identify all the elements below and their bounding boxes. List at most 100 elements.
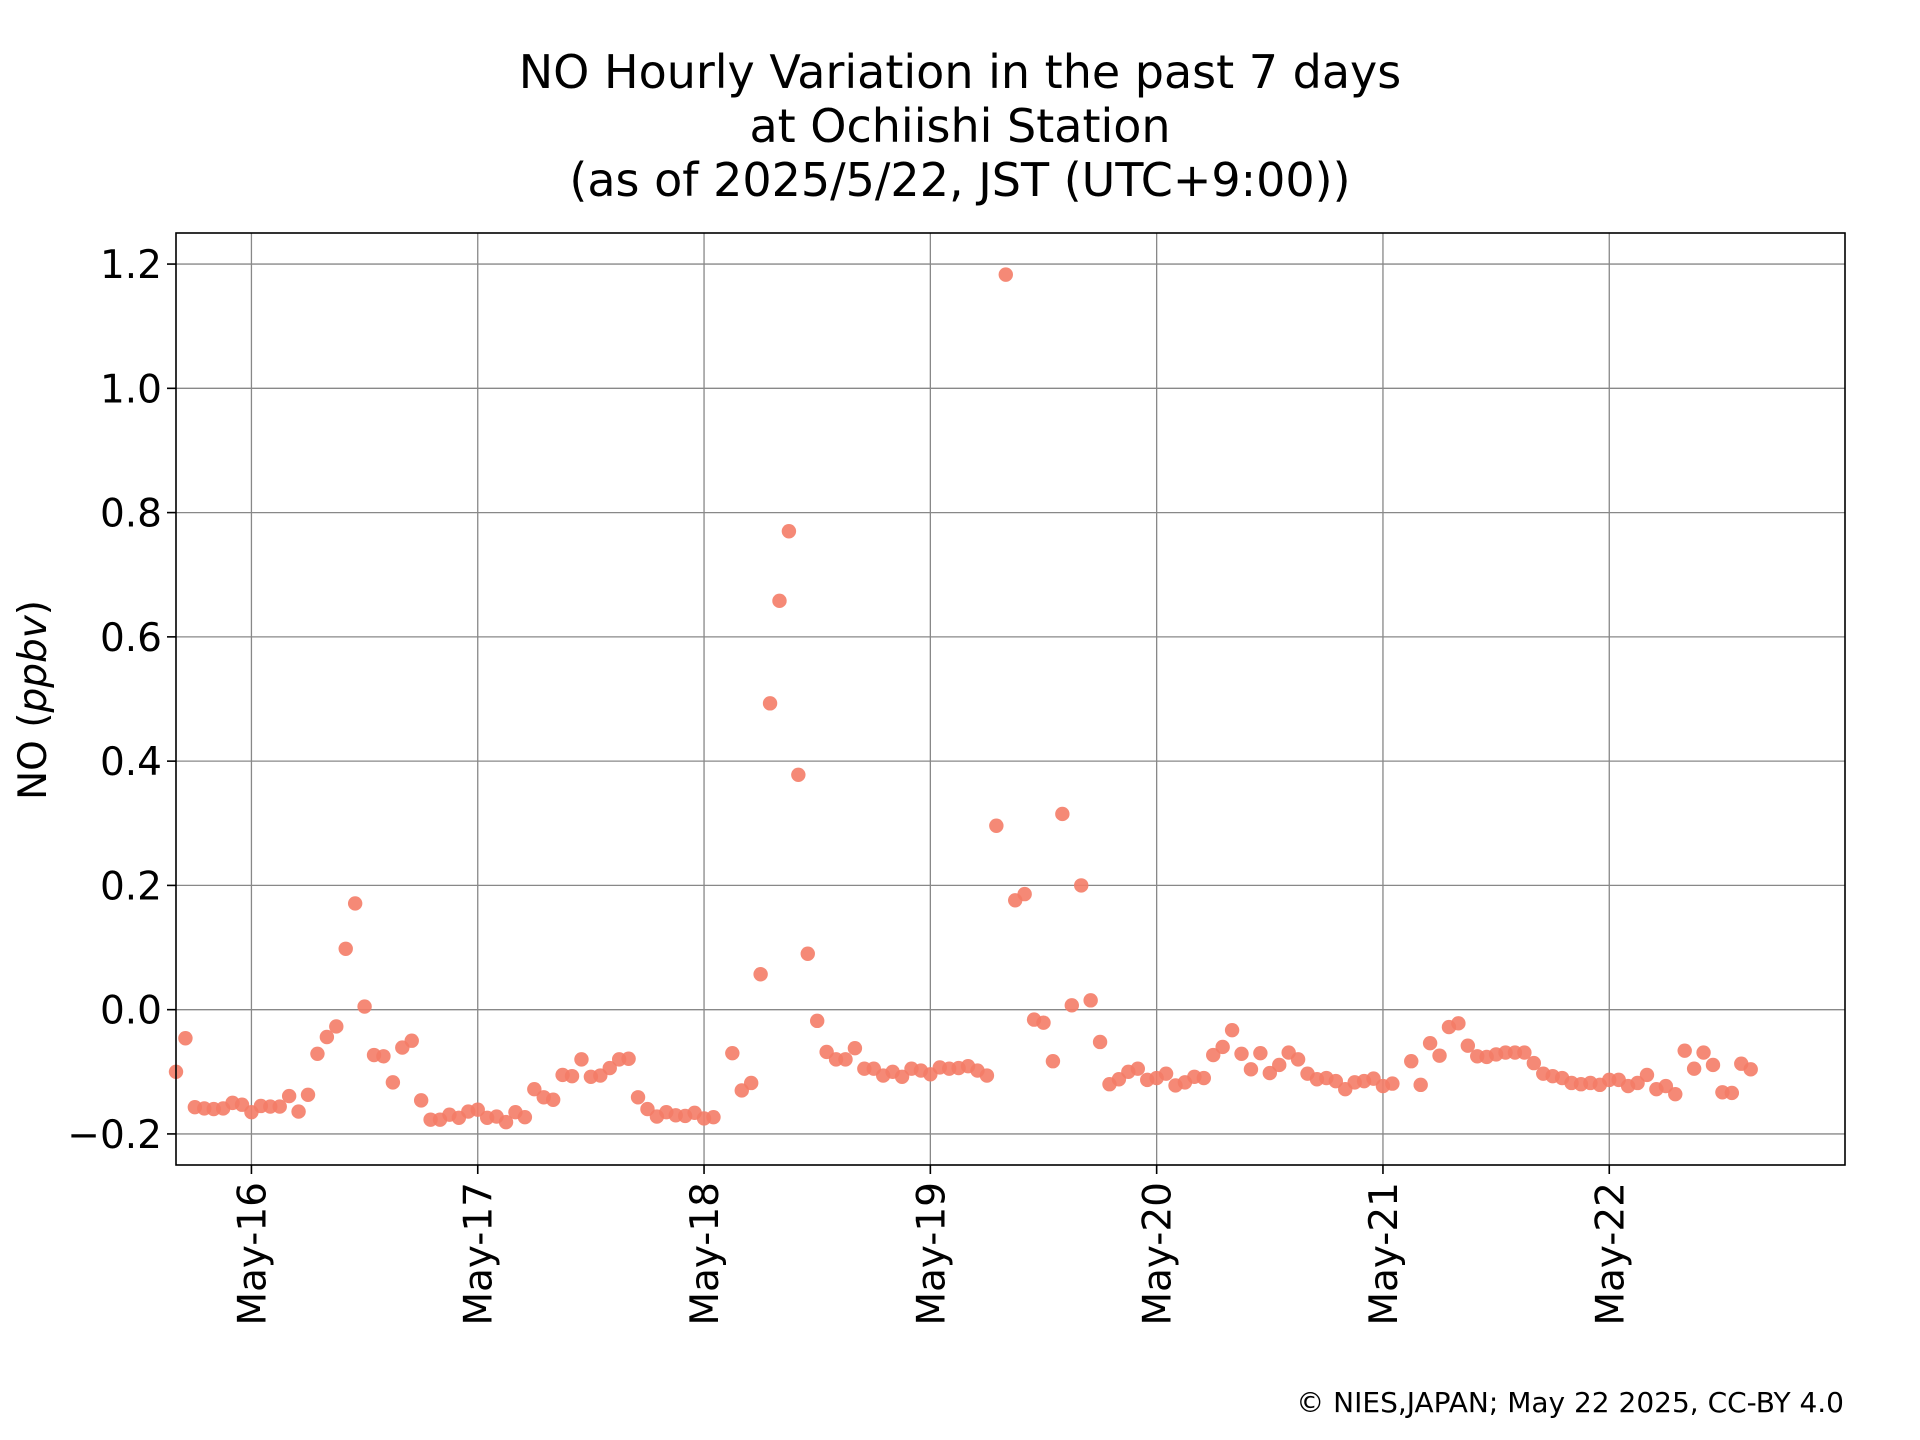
data-point bbox=[1451, 1016, 1466, 1031]
y-tick-label: 0.8 bbox=[100, 492, 162, 537]
chart-title-line-1: NO Hourly Variation in the past 7 days bbox=[518, 45, 1402, 99]
y-tick-label: 0.2 bbox=[100, 864, 162, 909]
data-point bbox=[1705, 1057, 1721, 1073]
data-point bbox=[630, 1090, 646, 1105]
y-axis-label-prefix: NO ( bbox=[11, 713, 56, 800]
data-point bbox=[574, 1052, 589, 1067]
data-point bbox=[894, 1069, 910, 1084]
data-point bbox=[1074, 878, 1089, 893]
data-point bbox=[1328, 1073, 1344, 1089]
data-point bbox=[791, 767, 806, 783]
y-axis-label: NO (ppbv) bbox=[11, 600, 56, 800]
data-point bbox=[1045, 1054, 1061, 1069]
data-point bbox=[1460, 1038, 1476, 1053]
data-point bbox=[1158, 1066, 1174, 1081]
data-point bbox=[404, 1033, 419, 1048]
data-point bbox=[1130, 1061, 1145, 1076]
data-point bbox=[847, 1040, 863, 1056]
data-point bbox=[281, 1088, 297, 1104]
data-point bbox=[498, 1114, 514, 1130]
data-point bbox=[989, 818, 1004, 833]
grid bbox=[176, 233, 1845, 1165]
data-point bbox=[706, 1109, 721, 1125]
data-point bbox=[470, 1102, 485, 1117]
y-tick-label: 0.6 bbox=[100, 616, 162, 661]
data-point bbox=[1272, 1057, 1287, 1073]
x-tick-label: May-16 bbox=[230, 1182, 275, 1326]
x-tick-label: May-21 bbox=[1362, 1182, 1407, 1326]
y-tick-label: −0.2 bbox=[67, 1113, 162, 1158]
data-point bbox=[517, 1109, 533, 1125]
data-point bbox=[385, 1075, 401, 1090]
data-point bbox=[310, 1046, 325, 1061]
x-tick-label: May-18 bbox=[683, 1182, 728, 1326]
data-point bbox=[376, 1049, 391, 1064]
y-tick-label: 0.4 bbox=[100, 740, 162, 785]
chart-title-line-2: at Ochiishi Station bbox=[749, 99, 1171, 153]
data-point bbox=[1215, 1039, 1230, 1055]
data-point bbox=[809, 1013, 825, 1029]
data-point bbox=[338, 941, 353, 956]
data-point bbox=[762, 696, 778, 711]
x-tick-label: May-19 bbox=[909, 1182, 954, 1326]
data-point bbox=[1083, 993, 1098, 1008]
data-point bbox=[838, 1052, 853, 1067]
data-point bbox=[1639, 1067, 1655, 1083]
data-point bbox=[1743, 1062, 1758, 1077]
data-point bbox=[1064, 998, 1079, 1013]
data-point bbox=[178, 1031, 193, 1046]
data-point bbox=[272, 1099, 287, 1114]
data-point bbox=[1517, 1045, 1532, 1060]
data-point bbox=[800, 946, 815, 961]
x-tick-label: May-17 bbox=[457, 1182, 502, 1326]
data-point bbox=[1432, 1048, 1447, 1063]
data-point bbox=[300, 1087, 316, 1102]
data-point bbox=[743, 1075, 759, 1091]
data-point bbox=[725, 1045, 740, 1061]
data-point bbox=[621, 1051, 636, 1066]
data-point bbox=[1253, 1045, 1268, 1061]
data-points bbox=[168, 267, 1758, 1130]
data-point bbox=[1385, 1076, 1400, 1091]
plot-area-frame bbox=[175, 232, 1846, 1166]
data-point bbox=[1234, 1046, 1249, 1061]
data-point bbox=[753, 967, 768, 982]
y-tick-label: 1.2 bbox=[100, 243, 162, 288]
data-point bbox=[1413, 1077, 1428, 1093]
data-point bbox=[602, 1060, 617, 1076]
data-point bbox=[998, 267, 1013, 282]
data-point bbox=[1224, 1022, 1240, 1038]
data-point bbox=[357, 999, 372, 1014]
data-point bbox=[1262, 1065, 1278, 1081]
data-point bbox=[564, 1068, 580, 1084]
data-point bbox=[979, 1068, 995, 1083]
data-point bbox=[1686, 1061, 1702, 1076]
data-point bbox=[1526, 1055, 1542, 1071]
x-tick-label: May-22 bbox=[1588, 1182, 1633, 1326]
data-point bbox=[545, 1092, 561, 1107]
data-point bbox=[1243, 1062, 1259, 1077]
data-point bbox=[1092, 1034, 1108, 1050]
data-point bbox=[1724, 1085, 1740, 1101]
data-point bbox=[329, 1019, 344, 1034]
data-point bbox=[291, 1104, 306, 1119]
data-point bbox=[781, 524, 797, 539]
data-point bbox=[1290, 1052, 1306, 1067]
data-point bbox=[1206, 1047, 1221, 1063]
chart-title-line-3: (as of 2025/5/22, JST (UTC+9:00)) bbox=[569, 153, 1351, 207]
x-tick-label: May-20 bbox=[1136, 1182, 1181, 1326]
data-point bbox=[527, 1081, 542, 1097]
y-axis-label-unit: ppbv bbox=[11, 614, 56, 713]
y-tick-label: 0.0 bbox=[100, 989, 162, 1034]
data-point bbox=[1658, 1078, 1674, 1094]
data-point bbox=[1404, 1054, 1419, 1069]
axis-ticks: −0.2 0.0 0.2 0.4 0.6 0.8 1.0 1.2 May-16 May-17 May… bbox=[67, 243, 1633, 1326]
data-point bbox=[347, 896, 363, 911]
data-point bbox=[1055, 806, 1070, 822]
data-point bbox=[1696, 1045, 1711, 1060]
data-point bbox=[413, 1093, 429, 1108]
data-point bbox=[1668, 1086, 1683, 1102]
data-point bbox=[1196, 1070, 1212, 1086]
